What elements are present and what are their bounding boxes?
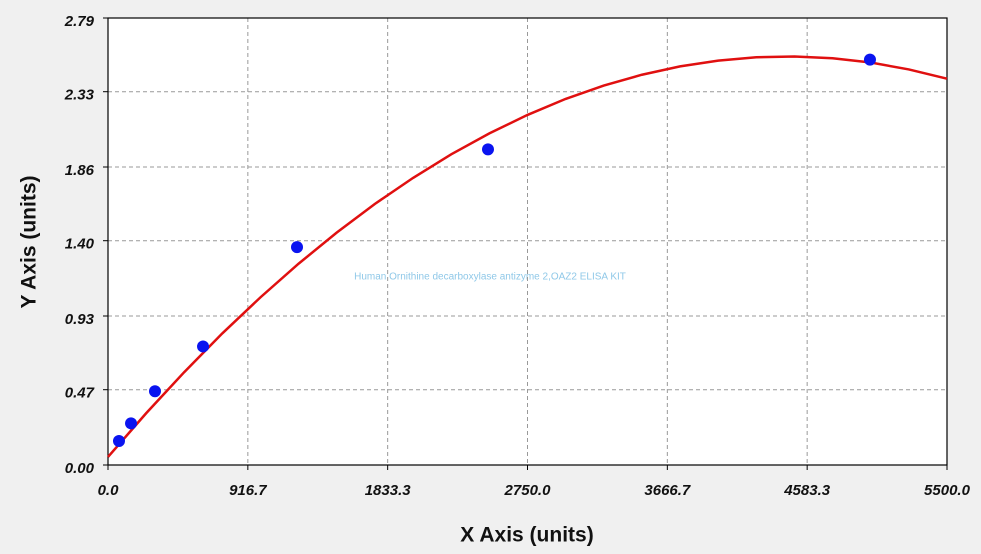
y-tick-label: 0.47	[65, 385, 95, 402]
y-tick-label: 0.00	[65, 460, 95, 477]
y-tick-label: 1.86	[65, 162, 95, 179]
data-point	[125, 417, 138, 430]
x-tick-label: 0.0	[98, 482, 120, 499]
x-tick-label: 2750.0	[504, 482, 552, 499]
plot-border	[107, 17, 948, 466]
y-tick-label: 1.40	[65, 236, 95, 253]
data-point	[197, 340, 210, 353]
y-axis-label: Y Axis (units)	[18, 175, 41, 308]
y-tick-label: 2.33	[64, 87, 95, 104]
x-tick-label: 1833.3	[365, 482, 412, 499]
x-tick-label: 916.7	[229, 482, 267, 499]
y-tick-label: 0.93	[65, 311, 95, 328]
data-point	[148, 385, 161, 398]
data-point	[481, 143, 494, 156]
watermark: Human Ornithine decarboxylase antizyme 2…	[354, 272, 626, 283]
data-point	[291, 241, 304, 254]
x-tick-label: 4583.3	[783, 482, 831, 499]
data-point	[112, 434, 125, 447]
x-tick-label: 5500.0	[924, 482, 971, 499]
x-tick-label: 3666.7	[644, 482, 691, 499]
data-point	[863, 53, 876, 66]
fit-curve	[107, 55, 948, 458]
y-tick-label: 2.79	[64, 13, 95, 30]
x-axis-label: X Axis (units)	[460, 524, 593, 547]
